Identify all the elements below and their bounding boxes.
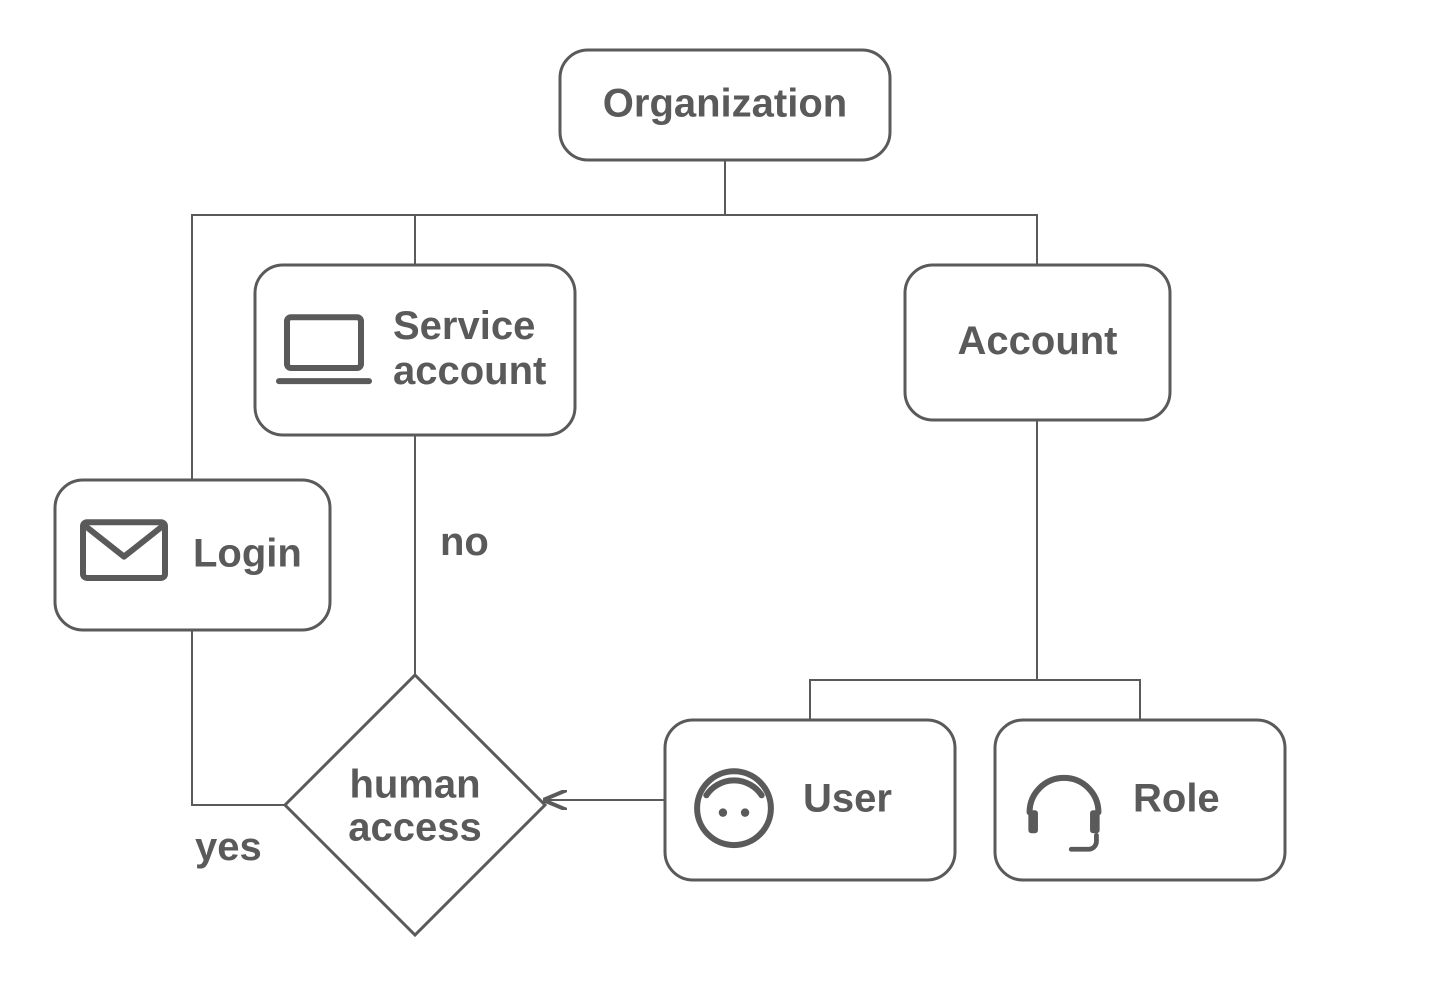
node-organization: Organization [560, 50, 890, 160]
person-eye-icon [741, 808, 749, 816]
person-eye-icon [719, 808, 727, 816]
nodes-layer: Organization Serviceaccount Account Login Us… [55, 50, 1285, 935]
node-account: Account [905, 265, 1170, 420]
node-service: Serviceaccount [255, 265, 575, 435]
headset-ear-icon [1028, 810, 1038, 833]
headset-ear-icon [1090, 810, 1100, 833]
node-decision: humanaccess [285, 675, 545, 935]
node-label-service: Serviceaccount [393, 304, 546, 393]
edge-organization-service [415, 160, 725, 265]
edge-decision-login [192, 630, 285, 805]
node-label-user: User [803, 777, 892, 821]
node-label-account: Account [958, 319, 1118, 363]
edge-account-user [810, 420, 1037, 720]
edge-label-yes: yes [195, 825, 262, 869]
edge-account-role [1037, 420, 1140, 720]
edge-label-no: no [440, 520, 489, 564]
flowchart-diagram: Organization Serviceaccount Account Login Us… [0, 0, 1447, 1003]
node-label-role: Role [1133, 777, 1220, 821]
node-role: Role [995, 720, 1285, 880]
node-label-decision: humanaccess [348, 762, 481, 849]
edges-layer [192, 160, 1140, 805]
node-label-login: Login [193, 532, 302, 576]
node-login: Login [55, 480, 330, 630]
node-label-organization: Organization [603, 82, 847, 126]
edge-organization-account [725, 160, 1037, 265]
node-user: User [665, 720, 955, 880]
